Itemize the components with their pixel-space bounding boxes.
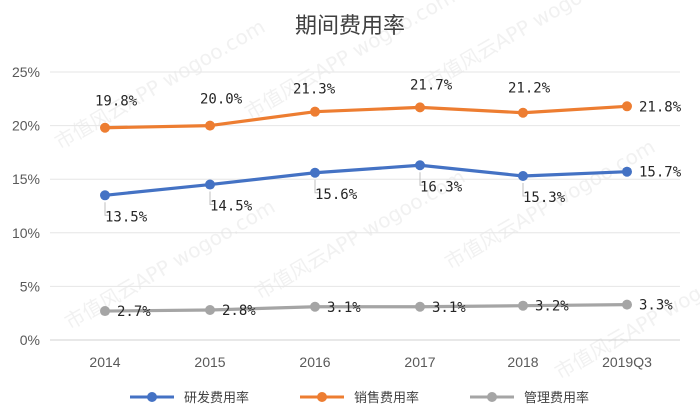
series-layer: [100, 101, 632, 317]
y-tick-label: 5%: [20, 278, 40, 294]
y-axis: 0% 5% 10% 15% 20% 25%: [12, 64, 40, 348]
data-point: [310, 301, 320, 312]
data-point: [622, 166, 632, 177]
legend-label: 管理费用率: [524, 390, 589, 406]
data-point: [100, 306, 110, 317]
data-labels: 13.5% 14.5% 15.6% 16.3% 15.3% 15.7% 19.8% 20.0%…: [95, 77, 682, 320]
legend: 研发费用率 销售费用率 管理费用率: [130, 390, 589, 406]
label-leader: [104, 202, 109, 216]
data-label: 21.7%: [410, 77, 453, 93]
data-label: 15.3%: [523, 190, 566, 206]
data-label: 3.1%: [432, 300, 466, 316]
data-label: 21.8%: [639, 99, 682, 115]
data-label: 2.7%: [117, 304, 151, 320]
x-tick-label: 2018: [507, 354, 538, 370]
y-tick-label: 10%: [12, 225, 40, 241]
data-label: 13.5%: [105, 209, 148, 225]
gridlines: [50, 71, 680, 341]
x-tick-label: 2016: [299, 354, 330, 370]
y-tick-label: 15%: [12, 171, 40, 187]
data-label: 20.0%: [200, 92, 243, 108]
data-point: [100, 122, 110, 133]
watermark-text: 市值风云APP wogoo.com: [51, 14, 270, 154]
data-label: 14.5%: [210, 199, 253, 215]
data-point: [518, 107, 528, 118]
data-label: 21.3%: [293, 82, 336, 98]
series-line: [104, 163, 628, 197]
data-point: [205, 120, 215, 131]
label-leader: [522, 182, 527, 197]
data-label: 15.6%: [315, 187, 358, 203]
data-point: [205, 304, 215, 315]
y-tick-label: 20%: [12, 118, 40, 134]
data-label: 16.3%: [420, 179, 463, 195]
x-tick-label: 2015: [194, 354, 225, 370]
data-point: [415, 102, 425, 113]
data-point: [205, 179, 215, 190]
data-label: 19.8%: [95, 94, 138, 110]
series-line: [104, 303, 628, 313]
x-axis: 2014 2015 2016 2017 2018 2019Q3: [89, 354, 652, 370]
x-tick-label: 2019Q3: [602, 354, 652, 370]
data-label: 3.1%: [327, 300, 361, 316]
data-label: 15.7%: [639, 165, 682, 181]
chart-title: 期间费用率: [295, 14, 405, 39]
data-point: [518, 170, 528, 181]
data-point: [310, 167, 320, 178]
data-point: [622, 299, 632, 310]
data-label: 21.2%: [508, 81, 551, 97]
data-point: [100, 190, 110, 201]
label-leader: [314, 179, 319, 194]
data-point: [415, 160, 425, 171]
data-label: 3.3%: [639, 298, 673, 314]
data-point: [310, 106, 320, 117]
y-tick-label: 25%: [12, 64, 40, 80]
legend-label: 销售费用率: [354, 390, 419, 406]
legend-marker: [317, 392, 327, 402]
data-point: [518, 300, 528, 311]
data-point: [622, 101, 632, 112]
data-point: [415, 301, 425, 312]
legend-marker: [487, 392, 497, 402]
data-label: 3.2%: [535, 299, 569, 315]
legend-marker: [147, 392, 157, 402]
label-leader: [419, 172, 424, 186]
data-label: 2.8%: [222, 303, 256, 319]
series-line: [104, 104, 628, 130]
label-leader: [209, 191, 214, 206]
x-tick-label: 2014: [89, 354, 120, 370]
y-tick-label: 0%: [20, 332, 40, 348]
x-tick-label: 2017: [404, 354, 435, 370]
legend-label: 研发费用率: [184, 390, 249, 406]
